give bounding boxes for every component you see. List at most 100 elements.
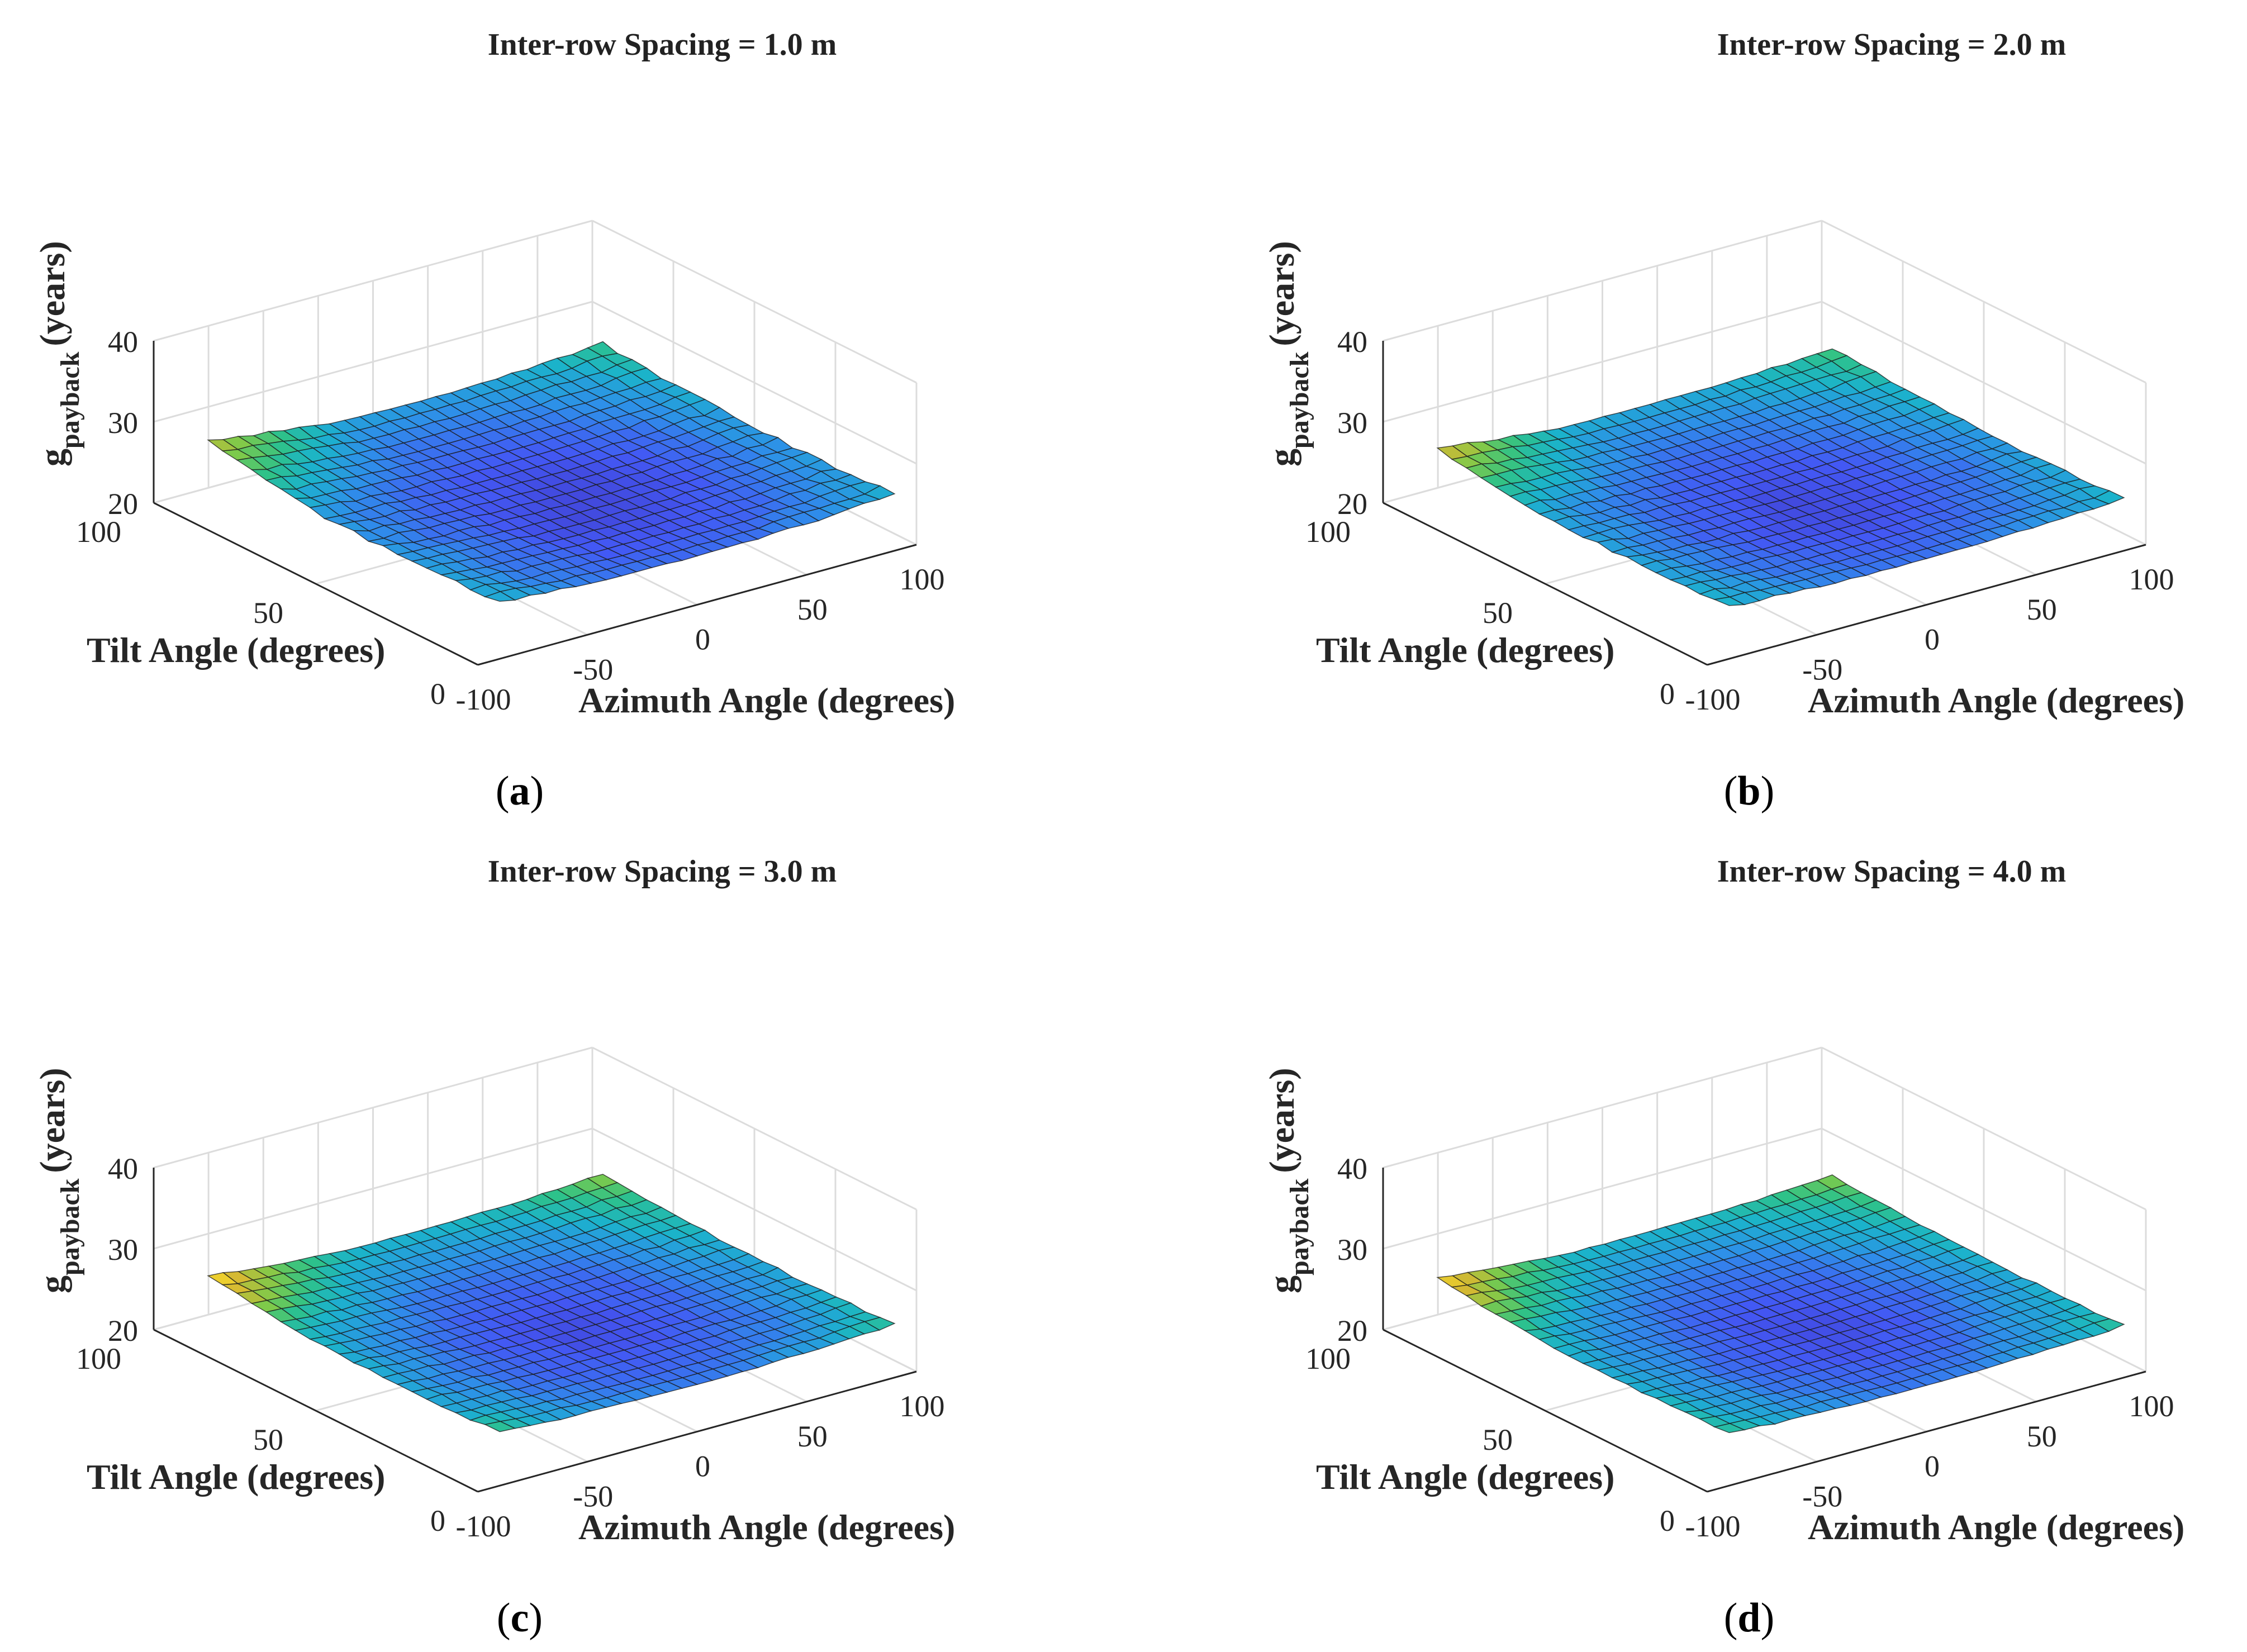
x-tick-label: -50	[573, 653, 613, 686]
z-axis-label-sub: payback	[55, 351, 85, 449]
y-tick-label: 100	[1305, 1342, 1351, 1375]
y-axis-line	[153, 502, 478, 666]
panel-caption: (b)	[1724, 768, 1774, 814]
z-axis-label-sub: payback	[55, 1178, 85, 1275]
x-axis-label: Azimuth Angle (degrees)	[1808, 680, 2184, 720]
x-tick-label: 50	[2027, 1420, 2057, 1453]
y-tick-label: 0	[430, 677, 445, 711]
x-tick-label: -100	[456, 683, 511, 716]
x-axis-line	[1707, 1370, 2146, 1493]
x-tick-label: 0	[695, 1450, 710, 1483]
caption-paren: )	[530, 768, 544, 814]
x-axis-label: Azimuth Angle (degrees)	[578, 1507, 955, 1547]
x-tick-label: -50	[573, 1479, 613, 1513]
caption-paren: (	[1724, 1595, 1738, 1641]
z-tick-label: 20	[1337, 487, 1367, 521]
panel-a: 20 30 40 0 50 100 -100 -50 0 50 100 Azimuth Angle (…	[32, 27, 955, 814]
surface-facet	[483, 591, 516, 602]
z-tick-label: 20	[108, 1314, 138, 1348]
y-tick-label: 50	[253, 1423, 283, 1456]
surface	[1436, 348, 2125, 606]
caption-paren: )	[1761, 768, 1775, 814]
x-axis-line	[1707, 544, 2146, 666]
y-tick-label: 50	[1483, 596, 1513, 630]
z-axis-label: gpayback (years)	[32, 1068, 85, 1293]
x-tick-label: 100	[2129, 563, 2174, 596]
y-axis-label: Tilt Angle (degrees)	[1316, 1457, 1614, 1497]
x-tick-label: -100	[1685, 1510, 1741, 1543]
z-tick-label: 20	[108, 487, 138, 521]
y-tick-label: 0	[1660, 677, 1675, 711]
z-axis-label: gpayback (years)	[1262, 1068, 1314, 1293]
caption-paren: (	[1724, 768, 1738, 814]
panel-caption: (c)	[497, 1595, 543, 1641]
x-tick-label: 50	[797, 593, 828, 626]
y-axis-line	[1383, 502, 1708, 666]
y-tick-label: 50	[1483, 1423, 1513, 1456]
panel-title: Inter-row Spacing = 1.0 m	[488, 27, 837, 62]
z-axis-label-sub: payback	[1285, 1178, 1314, 1275]
z-tick-label: 40	[1337, 1152, 1367, 1186]
z-axis-label: gpayback (years)	[1262, 241, 1314, 466]
caption-paren: )	[529, 1595, 543, 1641]
panel-title: Inter-row Spacing = 4.0 m	[1717, 854, 2067, 889]
y-axis-label: Tilt Angle (degrees)	[87, 1457, 385, 1497]
x-tick-label: 100	[900, 1389, 945, 1423]
y-axis-line	[1383, 1329, 1708, 1493]
x-axis-label: Azimuth Angle (degrees)	[578, 680, 955, 720]
z-tick-label: 40	[108, 325, 138, 359]
x-axis-label: Azimuth Angle (degrees)	[1808, 1507, 2184, 1547]
panel-d: 20 30 40 0 50 100 -100 -50 0 50 100 Azimuth Angle (…	[1262, 854, 2184, 1641]
z-tick-label: 30	[1337, 406, 1367, 440]
caption-letter: d	[1737, 1595, 1760, 1641]
z-tick-label: 20	[1337, 1314, 1367, 1348]
z-axis-label-units: (years)	[1262, 241, 1301, 346]
y-tick-label: 0	[1660, 1504, 1675, 1537]
caption-paren: (	[496, 768, 510, 814]
z-axis-label-main: g	[32, 1275, 72, 1293]
z-tick-label: 30	[108, 1233, 138, 1267]
caption-letter: b	[1737, 768, 1760, 814]
x-axis-line	[477, 544, 917, 666]
x-tick-label: -50	[1802, 653, 1842, 686]
panel-caption: (d)	[1724, 1595, 1774, 1641]
z-tick-label: 30	[108, 406, 138, 440]
x-tick-label: -100	[1685, 683, 1741, 716]
surface	[207, 1174, 896, 1432]
surface-facet	[1713, 596, 1746, 606]
x-tick-label: -50	[1802, 1479, 1842, 1513]
y-axis-line	[153, 1329, 478, 1493]
x-axis-line	[477, 1370, 917, 1493]
panel-caption: (a)	[496, 768, 544, 814]
y-tick-label: 100	[76, 1342, 121, 1375]
z-axis-label-units: (years)	[32, 1068, 72, 1173]
z-axis-label-sub: payback	[1285, 351, 1314, 449]
caption-letter: a	[510, 768, 530, 814]
z-axis-label: gpayback (years)	[32, 241, 85, 466]
x-tick-label: 0	[695, 623, 710, 656]
caption-letter: c	[511, 1595, 529, 1641]
y-axis-label: Tilt Angle (degrees)	[1316, 630, 1614, 670]
surface-facet	[1713, 1423, 1746, 1434]
z-tick-label: 40	[1337, 325, 1367, 359]
y-tick-label: 50	[253, 596, 283, 630]
z-tick-label: 40	[108, 1152, 138, 1186]
y-axis-label: Tilt Angle (degrees)	[87, 630, 385, 670]
z-axis-label-main: g	[1262, 1275, 1301, 1293]
caption-paren: (	[497, 1595, 511, 1641]
y-tick-label: 100	[1305, 515, 1351, 549]
x-tick-label: 100	[2129, 1389, 2174, 1423]
z-axis-label-main: g	[1262, 449, 1301, 466]
z-axis-label-units: (years)	[32, 241, 72, 346]
surface-facet	[483, 1421, 516, 1432]
panel-title: Inter-row Spacing = 2.0 m	[1717, 27, 2067, 62]
x-tick-label: 0	[1925, 1450, 1940, 1483]
surface	[1436, 1174, 2125, 1434]
x-tick-label: 0	[1925, 623, 1940, 656]
y-tick-label: 0	[430, 1504, 445, 1537]
panel-b: 20 30 40 0 50 100 -100 -50 0 50 100 Azimuth Angle (…	[1262, 27, 2184, 814]
x-tick-label: -100	[456, 1510, 511, 1543]
z-axis-label-main: g	[32, 449, 72, 466]
